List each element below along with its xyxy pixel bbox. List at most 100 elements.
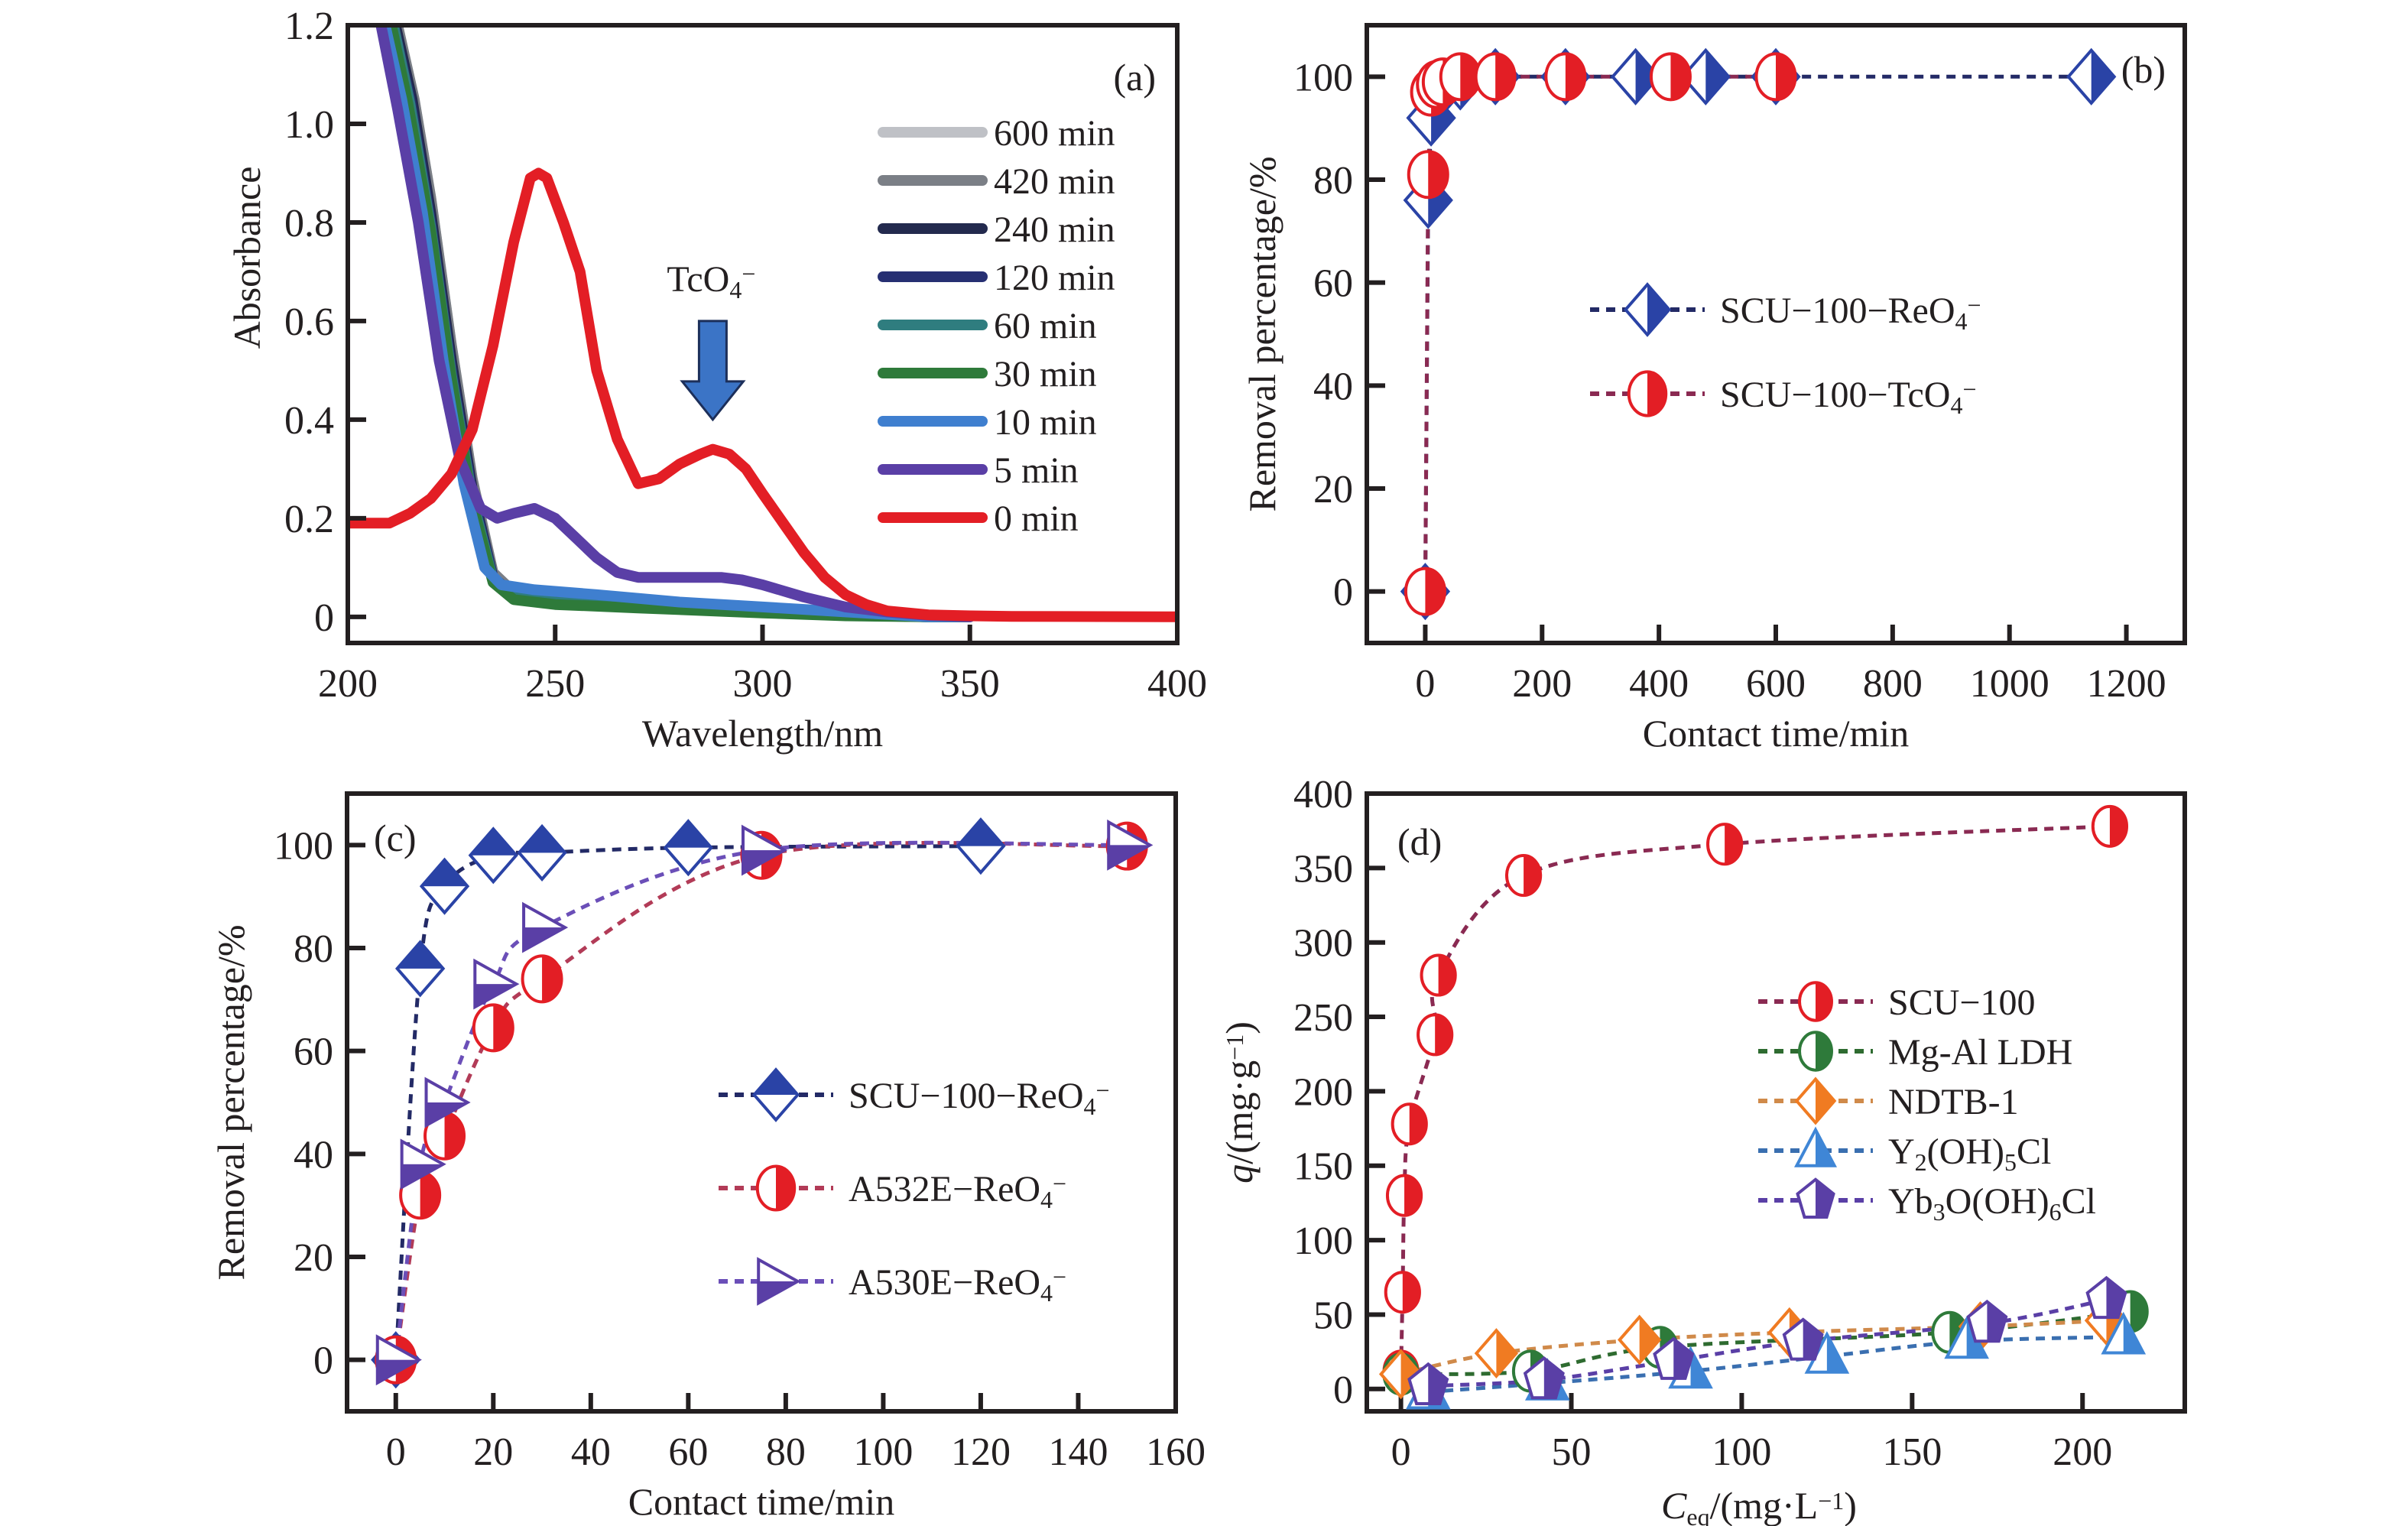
data-point bbox=[663, 819, 714, 877]
y-tick-label: 0 bbox=[313, 1339, 333, 1383]
plot-frame bbox=[345, 791, 1178, 1414]
marker-fill bbox=[1725, 824, 1742, 865]
y-tick-label: 80 bbox=[294, 927, 333, 971]
panel-label: (c) bbox=[374, 817, 417, 859]
marker-fill bbox=[1402, 1272, 1420, 1313]
x-axis-title: Wavelength/nm bbox=[642, 712, 883, 755]
marker-fill bbox=[1404, 1175, 1422, 1216]
marker-fill bbox=[1647, 284, 1670, 335]
legend-label: SCU−100−TcO4− bbox=[1720, 375, 1977, 419]
marker-fill bbox=[957, 820, 1004, 846]
marker-fill bbox=[665, 821, 712, 848]
x-tick-label: 0 bbox=[1415, 662, 1435, 706]
plot-frame bbox=[1365, 23, 2187, 645]
legend-marker bbox=[1794, 1076, 1837, 1125]
y-tick-label: 350 bbox=[1293, 847, 1353, 891]
data-point bbox=[1385, 1174, 1423, 1217]
legend-marker bbox=[757, 1257, 801, 1306]
legend-label: A530E−ReO4− bbox=[849, 1262, 1066, 1307]
legend-label: 420 min bbox=[994, 161, 1115, 202]
x-tick-label: 120 bbox=[951, 1430, 1011, 1474]
y-tick-label: 40 bbox=[1313, 365, 1353, 408]
y-tick-label: 1.0 bbox=[284, 103, 334, 147]
data-point bbox=[1404, 567, 1446, 616]
x-tick-label: 400 bbox=[1147, 662, 1207, 706]
data-point bbox=[1474, 52, 1517, 102]
x-tick-label: 60 bbox=[668, 1430, 708, 1474]
x-tick-label: 1200 bbox=[2087, 662, 2166, 706]
x-tick-label: 600 bbox=[1746, 662, 1806, 706]
series-line bbox=[394, 840, 1128, 1360]
y-tick-label: 20 bbox=[294, 1236, 333, 1280]
panel-label: (d) bbox=[1397, 820, 1442, 863]
data-point bbox=[1544, 52, 1587, 102]
legend-label: 60 min bbox=[994, 306, 1097, 346]
x-tick-label: 20 bbox=[473, 1430, 513, 1474]
data-point bbox=[956, 817, 1006, 875]
marker-fill bbox=[1647, 372, 1666, 416]
data-point bbox=[394, 940, 446, 998]
marker-fill bbox=[470, 829, 517, 856]
x-tick-label: 80 bbox=[766, 1430, 806, 1474]
y-tick-label: 0 bbox=[1333, 571, 1353, 615]
legend-marker bbox=[751, 1067, 800, 1122]
legend-marker bbox=[1797, 981, 1833, 1022]
y-tick-label: 80 bbox=[1313, 159, 1353, 203]
marker-fill bbox=[754, 1070, 798, 1095]
y-axis-title: Removal percentage/% bbox=[209, 924, 252, 1280]
y-axis-title: Removal percentage/% bbox=[1241, 156, 1284, 511]
marker-fill bbox=[2091, 50, 2114, 103]
y-tick-label: 0.8 bbox=[284, 202, 334, 245]
y-axis-title: q/(mg·g−1) bbox=[1218, 1021, 1261, 1183]
x-tick-label: 400 bbox=[1629, 662, 1689, 706]
marker-fill bbox=[1524, 856, 1541, 896]
y-tick-label: 400 bbox=[1293, 773, 1353, 817]
panel-label: (b) bbox=[2121, 48, 2166, 91]
x-tick-label: 1000 bbox=[1970, 662, 2049, 706]
marker-fill bbox=[519, 826, 566, 853]
legend-label: Yb3O(OH)6Cl bbox=[1888, 1181, 2096, 1226]
y-tick-label: 150 bbox=[1293, 1145, 1353, 1189]
plot-frame bbox=[1365, 791, 2187, 1414]
data-point bbox=[419, 857, 470, 915]
x-tick-label: 160 bbox=[1146, 1430, 1206, 1474]
panel-a: 200 250 300 350 400 0 0.2 0.4 0.6 0.8 1.0 1.2 Wavele… bbox=[226, 5, 1207, 755]
marker-fill bbox=[542, 956, 562, 1002]
legend-marker bbox=[1796, 1177, 1835, 1219]
down-arrow-icon bbox=[680, 320, 746, 422]
x-tick-label: 140 bbox=[1048, 1430, 1108, 1474]
marker-fill bbox=[397, 942, 443, 969]
y-tick-label: 250 bbox=[1293, 996, 1353, 1040]
x-tick-label: 800 bbox=[1863, 662, 1923, 706]
series-line-0-min bbox=[348, 167, 1177, 622]
data-point bbox=[1417, 1013, 1454, 1057]
tco4-annotation: TcO4− bbox=[667, 259, 755, 304]
legend-label: 0 min bbox=[994, 498, 1079, 539]
legend-label: SCU−100−ReO4− bbox=[1720, 291, 1981, 335]
data-point bbox=[521, 954, 563, 1004]
data-point bbox=[424, 1111, 466, 1161]
x-tick-label: 200 bbox=[2053, 1430, 2112, 1474]
y-tick-label: 60 bbox=[1313, 262, 1353, 306]
y-tick-label: 0.4 bbox=[284, 399, 334, 443]
legend-label: Mg-Al LDH bbox=[1888, 1032, 2072, 1073]
legend-label: NDTB-1 bbox=[1888, 1082, 2019, 1122]
data-point bbox=[1407, 1362, 1449, 1405]
legend-label: SCU−100−ReO4− bbox=[849, 1076, 1110, 1120]
x-axis-title: Ceq/(mg·L−1) bbox=[1661, 1484, 1857, 1526]
legend-label: A532E−ReO4− bbox=[849, 1169, 1066, 1213]
y-tick-label: 50 bbox=[1313, 1294, 1353, 1337]
legend-marker bbox=[1793, 1126, 1838, 1167]
data-point bbox=[1966, 1299, 2008, 1343]
y-tick-label: 300 bbox=[1293, 922, 1353, 966]
marker-fill bbox=[1435, 1015, 1452, 1055]
y-tick-label: 1.2 bbox=[284, 5, 334, 48]
panel-b: 0 200 400 600 800 1000 1200 0 20 40 60 80 100 SCU−100… bbox=[1241, 23, 2187, 755]
legend-marker bbox=[755, 1164, 797, 1212]
x-tick-label: 40 bbox=[571, 1430, 611, 1474]
x-tick-label: 0 bbox=[386, 1430, 406, 1474]
legend-label: SCU−100 bbox=[1888, 982, 2035, 1023]
y-tick-label: 0.2 bbox=[284, 498, 334, 541]
legend-marker bbox=[1623, 282, 1672, 337]
